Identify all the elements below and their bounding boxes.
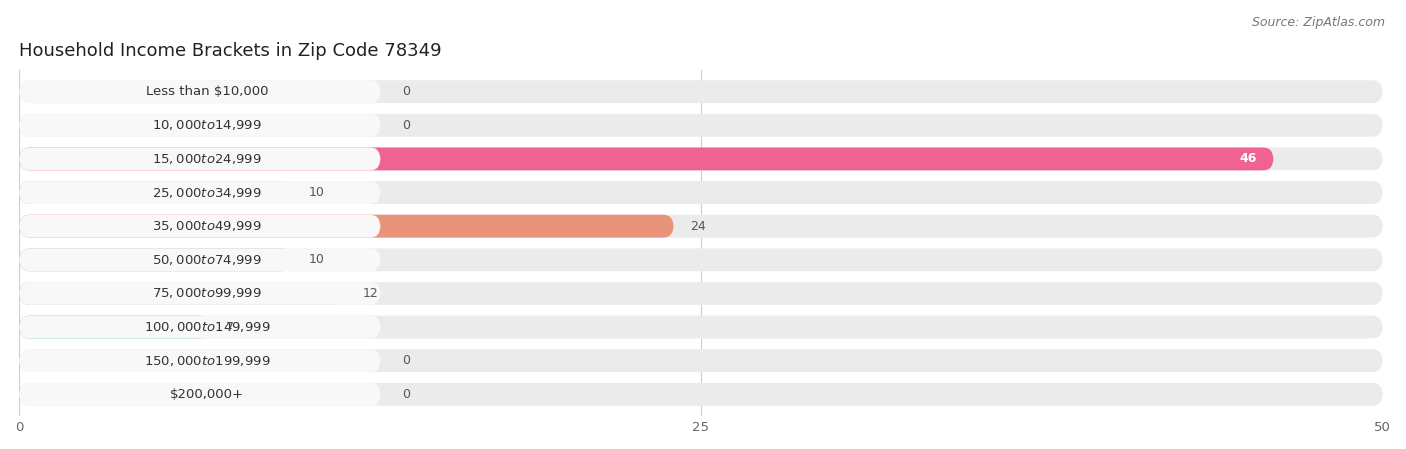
Text: 10: 10 — [308, 186, 325, 199]
Text: $150,000 to $199,999: $150,000 to $199,999 — [143, 354, 270, 368]
Text: $15,000 to $24,999: $15,000 to $24,999 — [152, 152, 262, 166]
FancyBboxPatch shape — [20, 114, 1382, 137]
Text: 0: 0 — [402, 85, 411, 98]
FancyBboxPatch shape — [20, 248, 1382, 271]
FancyBboxPatch shape — [20, 147, 1382, 170]
Text: 0: 0 — [402, 354, 411, 367]
FancyBboxPatch shape — [20, 147, 1274, 170]
FancyBboxPatch shape — [20, 181, 292, 204]
FancyBboxPatch shape — [20, 316, 381, 339]
Text: 10: 10 — [308, 253, 325, 266]
FancyBboxPatch shape — [20, 383, 1382, 406]
Text: 7: 7 — [226, 321, 235, 334]
Text: $35,000 to $49,999: $35,000 to $49,999 — [152, 219, 262, 233]
FancyBboxPatch shape — [20, 248, 292, 271]
Text: $25,000 to $34,999: $25,000 to $34,999 — [152, 185, 262, 199]
Text: Less than $10,000: Less than $10,000 — [146, 85, 269, 98]
FancyBboxPatch shape — [20, 282, 346, 305]
FancyBboxPatch shape — [20, 349, 1382, 372]
Text: $10,000 to $14,999: $10,000 to $14,999 — [152, 118, 262, 132]
FancyBboxPatch shape — [20, 80, 1382, 103]
FancyBboxPatch shape — [20, 114, 381, 137]
FancyBboxPatch shape — [20, 181, 1382, 204]
Text: $100,000 to $149,999: $100,000 to $149,999 — [143, 320, 270, 334]
FancyBboxPatch shape — [20, 282, 381, 305]
FancyBboxPatch shape — [20, 215, 1382, 238]
Text: $50,000 to $74,999: $50,000 to $74,999 — [152, 253, 262, 267]
FancyBboxPatch shape — [20, 383, 381, 406]
Text: Source: ZipAtlas.com: Source: ZipAtlas.com — [1251, 16, 1385, 29]
Text: 12: 12 — [363, 287, 378, 300]
Text: Household Income Brackets in Zip Code 78349: Household Income Brackets in Zip Code 78… — [20, 42, 441, 60]
FancyBboxPatch shape — [20, 215, 381, 238]
Text: 0: 0 — [402, 388, 411, 401]
Text: 46: 46 — [1240, 152, 1257, 165]
FancyBboxPatch shape — [20, 80, 381, 103]
Text: 0: 0 — [402, 119, 411, 132]
FancyBboxPatch shape — [20, 282, 1382, 305]
FancyBboxPatch shape — [20, 349, 381, 372]
Text: $200,000+: $200,000+ — [170, 388, 245, 401]
FancyBboxPatch shape — [20, 248, 381, 271]
FancyBboxPatch shape — [20, 316, 209, 339]
FancyBboxPatch shape — [20, 147, 381, 170]
FancyBboxPatch shape — [20, 215, 673, 238]
FancyBboxPatch shape — [20, 181, 381, 204]
Text: $75,000 to $99,999: $75,000 to $99,999 — [152, 286, 262, 300]
Text: 24: 24 — [690, 220, 706, 233]
FancyBboxPatch shape — [20, 316, 1382, 339]
